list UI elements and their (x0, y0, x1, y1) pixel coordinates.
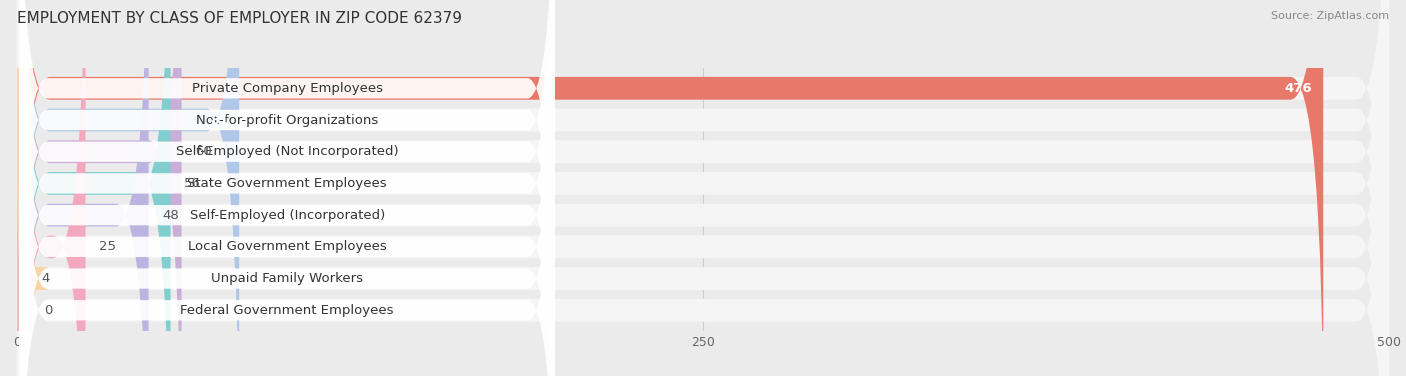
FancyBboxPatch shape (0, 0, 49, 376)
FancyBboxPatch shape (20, 0, 555, 376)
Text: Unpaid Family Workers: Unpaid Family Workers (211, 272, 363, 285)
FancyBboxPatch shape (17, 163, 31, 376)
Text: 56: 56 (184, 177, 201, 190)
FancyBboxPatch shape (17, 0, 1389, 376)
Text: 25: 25 (100, 240, 117, 253)
Text: Self-Employed (Not Incorporated): Self-Employed (Not Incorporated) (176, 145, 398, 158)
Text: Self-Employed (Incorporated): Self-Employed (Incorporated) (190, 209, 385, 221)
Text: Federal Government Employees: Federal Government Employees (180, 304, 394, 317)
FancyBboxPatch shape (17, 0, 1389, 376)
Text: 48: 48 (162, 209, 179, 221)
FancyBboxPatch shape (17, 0, 1323, 376)
Text: 0: 0 (45, 304, 52, 317)
FancyBboxPatch shape (17, 0, 1389, 376)
FancyBboxPatch shape (17, 0, 1389, 376)
Text: Source: ZipAtlas.com: Source: ZipAtlas.com (1271, 11, 1389, 21)
Text: 4: 4 (42, 272, 51, 285)
Text: State Government Employees: State Government Employees (187, 177, 387, 190)
FancyBboxPatch shape (17, 0, 239, 376)
Text: Private Company Employees: Private Company Employees (191, 82, 382, 95)
Text: 60: 60 (195, 145, 212, 158)
FancyBboxPatch shape (20, 0, 555, 376)
FancyBboxPatch shape (17, 0, 1389, 376)
Text: 476: 476 (1285, 82, 1312, 95)
FancyBboxPatch shape (17, 0, 86, 376)
Text: EMPLOYMENT BY CLASS OF EMPLOYER IN ZIP CODE 62379: EMPLOYMENT BY CLASS OF EMPLOYER IN ZIP C… (17, 11, 463, 26)
Text: Local Government Employees: Local Government Employees (188, 240, 387, 253)
FancyBboxPatch shape (20, 0, 555, 376)
FancyBboxPatch shape (20, 0, 555, 376)
FancyBboxPatch shape (20, 0, 555, 376)
FancyBboxPatch shape (17, 0, 1389, 376)
FancyBboxPatch shape (17, 0, 181, 376)
Text: 81: 81 (209, 114, 228, 126)
FancyBboxPatch shape (20, 3, 555, 376)
Text: Not-for-profit Organizations: Not-for-profit Organizations (195, 114, 378, 126)
FancyBboxPatch shape (20, 0, 555, 376)
FancyBboxPatch shape (17, 0, 170, 376)
FancyBboxPatch shape (20, 0, 555, 376)
FancyBboxPatch shape (17, 0, 1389, 376)
FancyBboxPatch shape (17, 0, 149, 376)
FancyBboxPatch shape (17, 0, 1389, 376)
